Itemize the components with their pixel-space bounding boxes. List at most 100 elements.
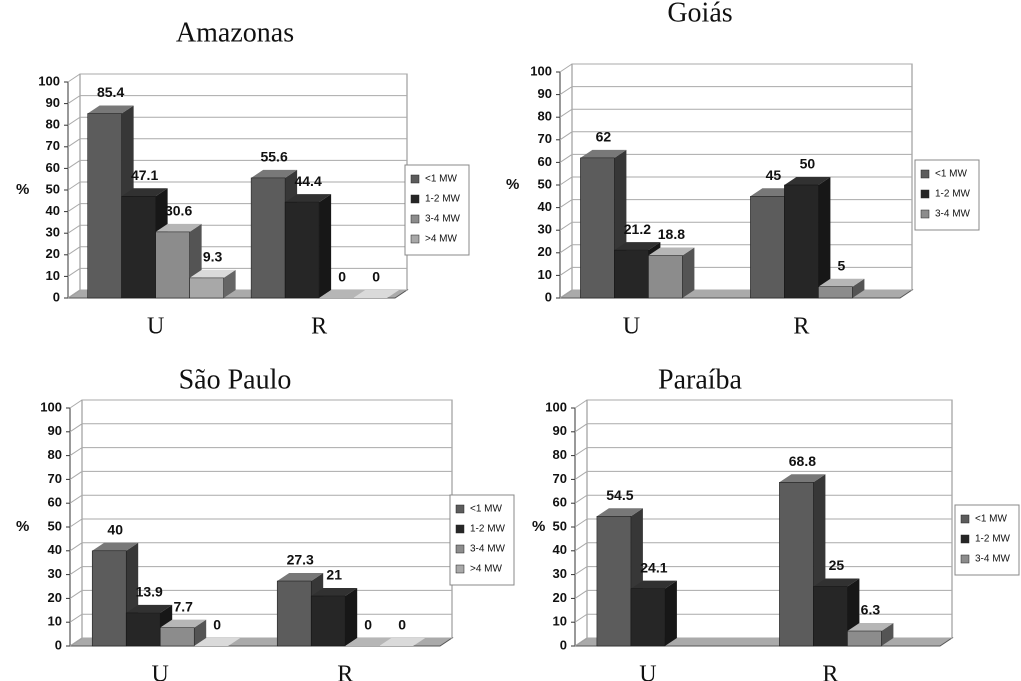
y-tick-label: 40 (538, 199, 552, 214)
grid-line (574, 399, 952, 409)
bar-side (319, 194, 332, 298)
legend-label: <1 MW (975, 514, 1008, 525)
bar-top (319, 290, 366, 298)
bar (596, 508, 643, 647)
y-tick-label: 80 (48, 447, 62, 462)
bar-top (126, 604, 173, 613)
y-tick-label: 0 (560, 637, 567, 652)
legend-swatch (920, 169, 930, 179)
legend-label: 1-2 MW (975, 534, 1011, 545)
bar-front (779, 482, 814, 647)
y-tick-label: 50 (538, 176, 552, 191)
bar-top (155, 223, 202, 232)
bar-front (750, 196, 785, 299)
bar (345, 638, 392, 646)
x-tick-label: U (623, 314, 640, 340)
y-tick-label: 90 (46, 95, 60, 110)
x-tick-label: R (822, 662, 838, 681)
y-tick-label: 0 (545, 289, 552, 304)
y-axis-label: % (532, 518, 545, 535)
bar-top (813, 578, 860, 587)
legend-label: 1-2 MW (470, 524, 506, 535)
bar-front (630, 588, 666, 647)
y-tick-label: 60 (48, 495, 62, 510)
value-label: 30.6 (165, 203, 192, 219)
bar (353, 290, 400, 298)
bar (379, 638, 426, 646)
y-tick-label: 30 (538, 222, 552, 237)
y-tick-label: 20 (46, 246, 60, 261)
grid-line (67, 181, 407, 191)
y-tick-label: 10 (48, 614, 62, 629)
bar-top (779, 474, 826, 483)
legend-swatch (920, 209, 930, 219)
legend-label: <1 MW (470, 504, 503, 515)
x-tick-label: R (337, 662, 353, 681)
y-tick-label: 60 (46, 160, 60, 175)
y-tick-label: 30 (48, 566, 62, 581)
bar-top (353, 290, 400, 298)
legend-swatch (960, 554, 970, 564)
bar-front (189, 277, 224, 299)
y-tick-label: 80 (538, 109, 552, 124)
y-tick-label: 90 (48, 423, 62, 438)
bar (284, 194, 332, 299)
value-label: 85.4 (97, 84, 124, 100)
y-tick-label: 80 (553, 447, 567, 462)
y-tick-label: 100 (530, 63, 552, 78)
value-label: 6.3 (861, 602, 881, 618)
bar-top (121, 188, 168, 197)
bar-side (818, 177, 831, 298)
y-tick-label: 50 (48, 518, 62, 533)
x-tick-label: U (152, 662, 169, 681)
legend-label: 1-2 MW (935, 189, 971, 200)
bar-side (682, 247, 695, 298)
bar-top (311, 588, 358, 597)
grid-line (574, 518, 952, 528)
x-tick-label: U (639, 662, 656, 681)
value-label: 7.7 (173, 598, 193, 614)
y-tick-label: 70 (553, 471, 567, 486)
value-label: 44.4 (294, 173, 321, 189)
value-label: 13.9 (136, 584, 163, 600)
y-tick-label: 40 (46, 203, 60, 218)
bar-front (596, 516, 632, 647)
value-label: 55.6 (260, 149, 287, 165)
y-tick-label: 70 (538, 131, 552, 146)
bar-top (596, 508, 643, 517)
legend-swatch (410, 234, 420, 244)
bar-front (284, 201, 320, 299)
bar (630, 580, 677, 647)
bar (310, 588, 358, 647)
legend-swatch (410, 214, 420, 224)
bar-top (189, 269, 236, 278)
grid-line (67, 159, 407, 169)
bar-top (285, 194, 332, 203)
y-tick-label: 70 (46, 138, 60, 153)
value-label: 21 (326, 567, 342, 583)
bar-top (160, 619, 207, 628)
y-tick-label: 60 (538, 154, 552, 169)
chart-title: Goiás (667, 0, 732, 28)
y-tick-label: 40 (48, 542, 62, 557)
legend-swatch (455, 524, 465, 534)
bar-front (155, 231, 190, 299)
legend-swatch (455, 504, 465, 514)
bar-top (614, 242, 661, 251)
legend-swatch (920, 189, 930, 199)
legend-swatch (455, 564, 465, 574)
legend-label: >4 MW (425, 234, 458, 245)
bar-side (664, 580, 677, 646)
y-tick-label: 80 (46, 117, 60, 132)
bar-top (580, 149, 627, 158)
legend-label: <1 MW (425, 174, 458, 185)
bar-front (91, 550, 127, 647)
bar-front (648, 255, 683, 299)
grid-line (69, 494, 452, 504)
chart-title: Amazonas (176, 17, 294, 48)
value-label: 24.1 (640, 559, 667, 575)
grid-line (69, 542, 452, 552)
legend-swatch (410, 174, 420, 184)
bar-top (847, 623, 894, 632)
